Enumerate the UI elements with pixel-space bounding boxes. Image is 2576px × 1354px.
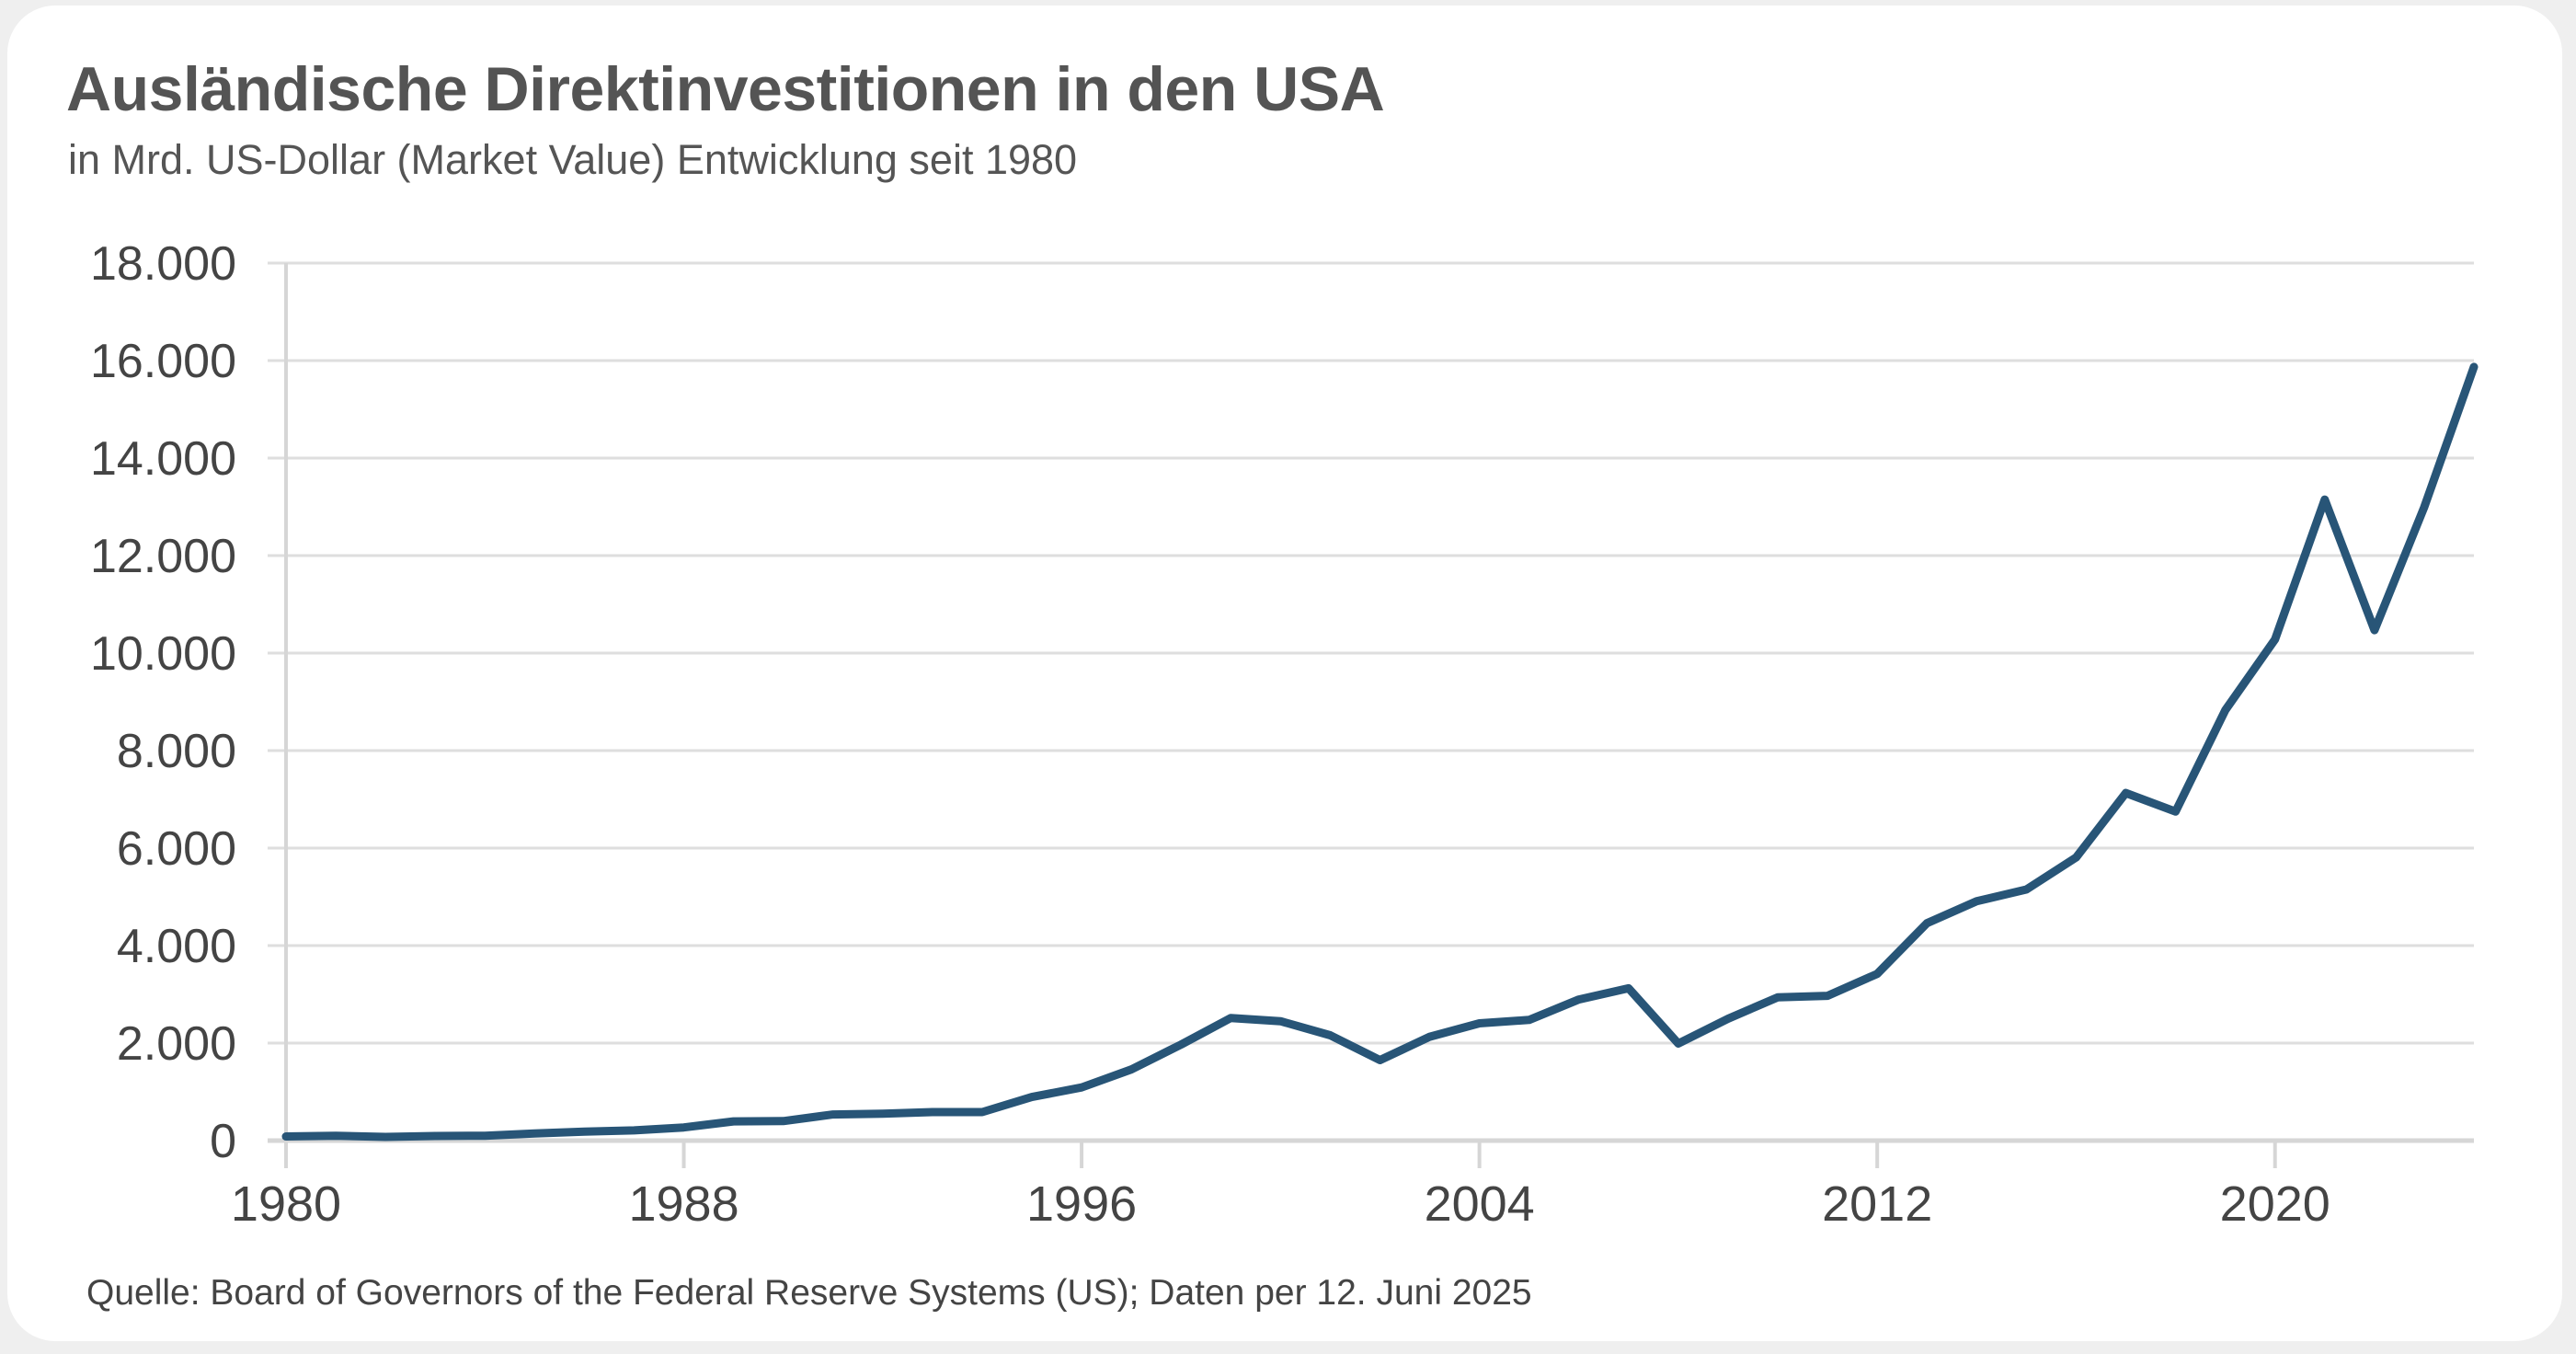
y-tick-label: 4.000 [117, 920, 236, 973]
chart-subtitle: in Mrd. US-Dollar (Market Value) Entwick… [68, 136, 1078, 183]
x-tick-label: 1980 [231, 1176, 341, 1232]
source-note: Quelle: Board of Governors of the Federa… [86, 1273, 1532, 1313]
y-tick-label: 14.000 [90, 432, 236, 486]
x-axis-tick-labels: 1980 1988 1996 2004 2012 2020 [231, 1176, 2330, 1232]
y-tick-label: 0 [210, 1115, 236, 1168]
chart-card [7, 6, 2562, 1341]
y-axis-tick-labels: 0 2.000 4.000 6.000 8.000 10.000 12.000 14.000 1… [90, 237, 236, 1168]
gridlines [268, 261, 2474, 1045]
x-tick-label: 1996 [1026, 1176, 1137, 1232]
y-tick-label: 2.000 [117, 1017, 236, 1071]
x-tick-label: 2020 [2220, 1176, 2330, 1232]
y-tick-label: 10.000 [90, 627, 236, 681]
y-tick-label: 8.000 [117, 725, 236, 778]
y-tick-label: 6.000 [117, 822, 236, 876]
y-tick-label: 16.000 [90, 335, 236, 388]
y-tick-label: 18.000 [90, 237, 236, 291]
chart-title: Ausländische Direktinvestitionen in den … [66, 54, 1385, 124]
x-tick-label: 2012 [1822, 1176, 1932, 1232]
axes [268, 263, 2474, 1168]
x-tick-label: 1988 [628, 1176, 738, 1232]
series-layer [281, 362, 2479, 1142]
y-tick-label: 12.000 [90, 530, 236, 583]
x-tick-label: 2004 [1425, 1176, 1535, 1232]
